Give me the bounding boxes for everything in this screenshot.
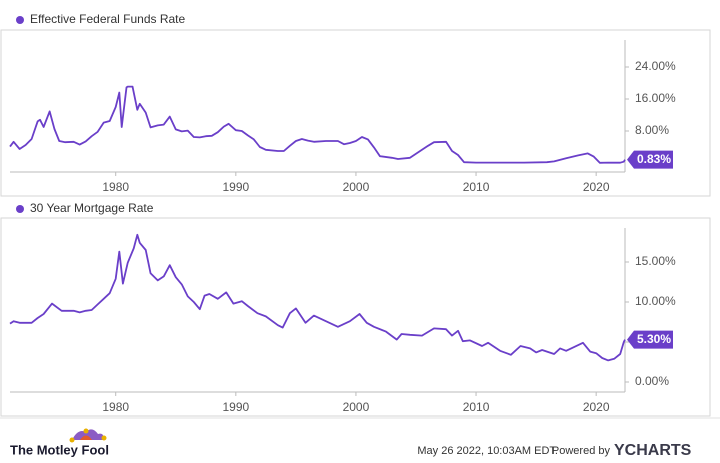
y-tick-label: 16.00% [635,91,676,105]
plot-frame [0,217,711,417]
jester-bell [101,435,107,441]
series-line [9,85,626,164]
x-tick-label: 1990 [222,400,249,414]
y-tick-label: 10.00% [635,294,676,308]
x-tick-label: 1990 [222,180,249,194]
jester-bell [83,428,89,434]
x-tick-label: 1980 [102,180,129,194]
x-tick-label: 2020 [583,180,610,194]
x-tick-label: 2010 [463,400,490,414]
x-tick-label: 2010 [463,180,490,194]
x-tick-label: 1980 [102,400,129,414]
series-line [9,233,626,362]
legend-marker [16,205,24,213]
jester-hat [72,429,104,440]
x-tick-label: 2020 [583,400,610,414]
provider: YCHARTS [614,442,692,459]
legend-label: Effective Federal Funds Rate [30,12,186,26]
end-value-label: 0.83% [637,152,671,166]
y-tick-label: 15.00% [635,254,676,268]
jester-bell [69,437,75,443]
timestamp: May 26 2022, 10:03AM EDT. [417,445,558,457]
y-tick-label: 8.00% [635,123,669,137]
end-value-tag [627,330,673,349]
y-tick-label: 24.00% [635,59,676,73]
y-tick-label: 0.00% [635,374,669,388]
legend-label: 30 Year Mortgage Rate [30,201,154,215]
jester-hat-band [80,435,92,440]
plot-frame [0,29,711,197]
x-tick-label: 2000 [343,400,370,414]
legend-marker [16,16,24,24]
x-tick-label: 2000 [343,180,370,194]
motley-fool-logo [69,428,107,443]
powered-by: Powered by [552,445,611,457]
brand: The Motley Fool [10,442,109,457]
end-value-tag [627,150,673,169]
end-value-label: 5.30% [637,332,671,346]
